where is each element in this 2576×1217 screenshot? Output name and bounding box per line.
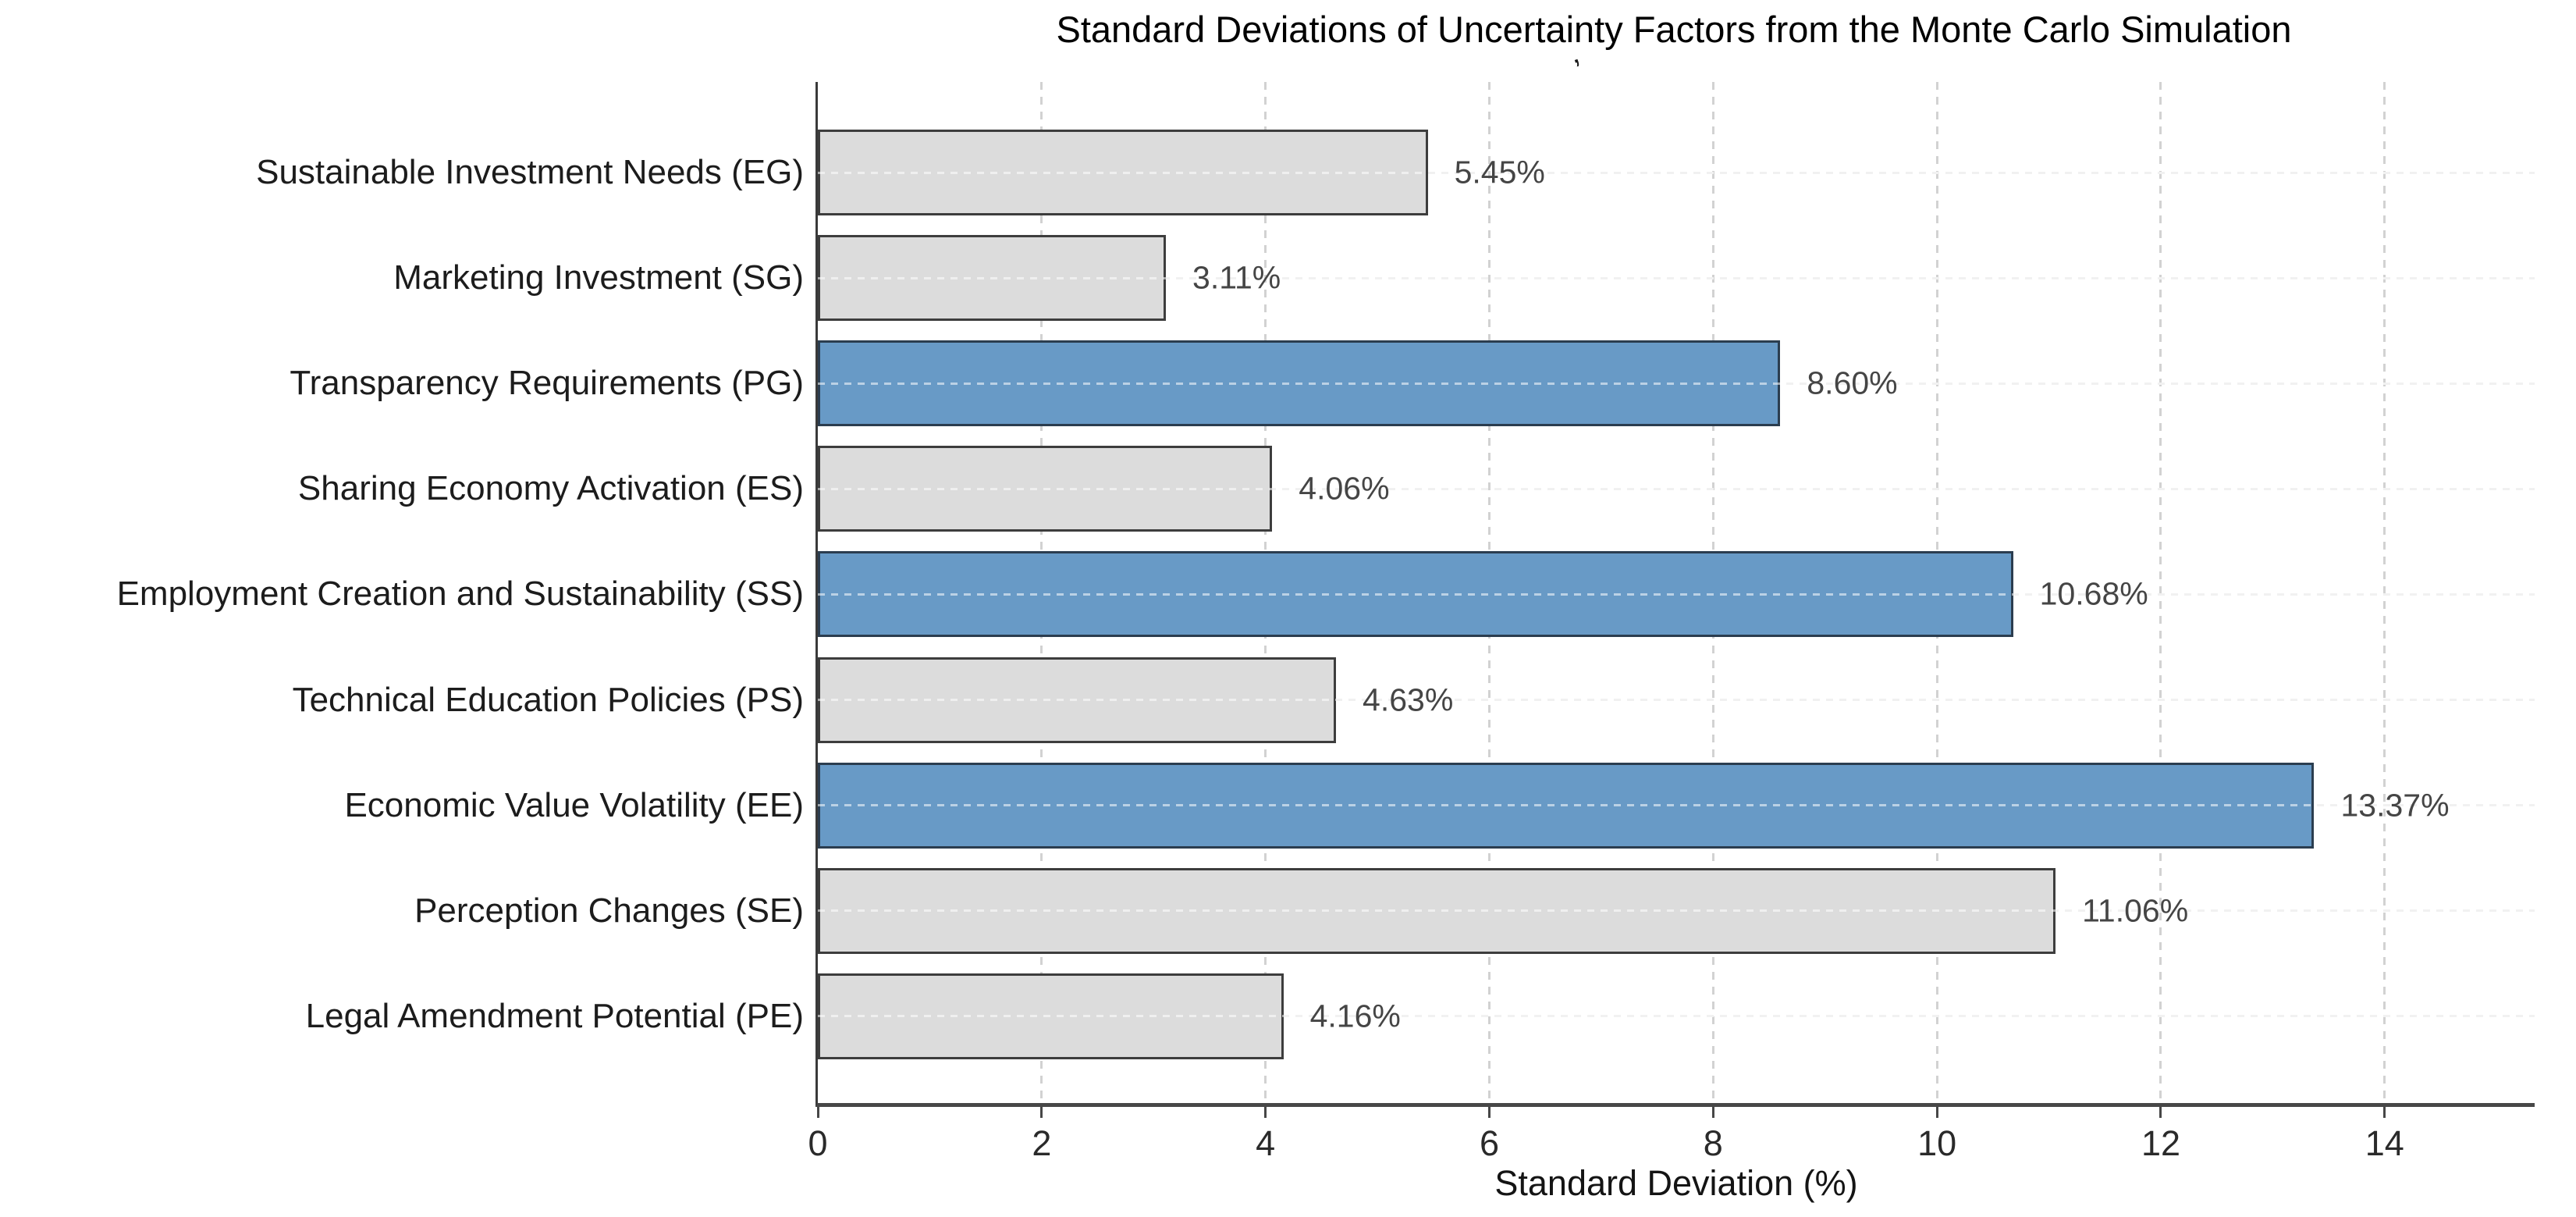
x-tick-mark bbox=[2383, 1103, 2386, 1118]
value-label: 3.11% bbox=[1192, 259, 1281, 296]
x-tick-label: 4 bbox=[1256, 1123, 1276, 1163]
h-gridline-overlay bbox=[818, 592, 2535, 596]
category-label: Perception Changes (SE) bbox=[414, 891, 804, 930]
x-tick-label: 2 bbox=[1032, 1123, 1052, 1163]
x-tick-mark bbox=[1935, 1103, 1938, 1118]
category-label: Sustainable Investment Needs (EG) bbox=[256, 153, 804, 191]
x-tick-label: 14 bbox=[2365, 1123, 2404, 1163]
category-label: Transparency Requirements (PG) bbox=[290, 364, 804, 403]
h-gridline-overlay bbox=[818, 276, 2535, 279]
category-label: Sharing Economy Activation (ES) bbox=[297, 469, 804, 508]
x-tick-label: 12 bbox=[2141, 1123, 2181, 1163]
x-tick-label: 10 bbox=[1917, 1123, 1957, 1163]
x-tick-label: 0 bbox=[808, 1123, 828, 1163]
category-label: Economic Value Volatility (EE) bbox=[344, 785, 804, 824]
category-label: Technical Education Policies (PS) bbox=[292, 680, 804, 719]
h-gridline-overlay bbox=[818, 804, 2535, 807]
category-label: Marketing Investment (SG) bbox=[393, 258, 804, 297]
plot-area: 0 2 4 6 8 10 12 14 Sustainable Investment Needs … bbox=[117, 82, 2535, 1163]
h-gridline-overlay bbox=[818, 487, 2535, 490]
value-label: 10.68% bbox=[2039, 575, 2148, 612]
v-gridline bbox=[2159, 82, 2162, 1103]
x-tick-mark bbox=[816, 1103, 819, 1118]
x-axis-label: Standard Deviation (%) bbox=[1494, 1163, 1858, 1203]
v-gridline bbox=[2383, 82, 2386, 1103]
chart-title: Standard Deviations of Uncertainty Facto… bbox=[1056, 9, 2292, 50]
category-label: Employment Creation and Sustainability (… bbox=[116, 575, 804, 614]
x-tick-mark bbox=[2159, 1103, 2162, 1118]
value-label: 11.06% bbox=[2082, 892, 2189, 929]
x-tick-label: 6 bbox=[1479, 1123, 1499, 1163]
category-label: Legal Amendment Potential (PE) bbox=[305, 996, 804, 1035]
h-gridline-overlay bbox=[818, 171, 2535, 174]
x-tick-mark bbox=[1264, 1103, 1267, 1118]
x-tick-mark bbox=[1487, 1103, 1491, 1118]
value-label: 4.16% bbox=[1309, 998, 1401, 1034]
x-tick-mark bbox=[1711, 1103, 1714, 1118]
value-label: 5.45% bbox=[1454, 154, 1545, 190]
x-tick-label: 8 bbox=[1703, 1123, 1723, 1163]
value-label: 4.63% bbox=[1363, 681, 1454, 717]
value-label: 13.37% bbox=[2340, 787, 2450, 824]
h-gridline-overlay bbox=[818, 699, 2535, 701]
value-label: 4.06% bbox=[1299, 470, 1390, 507]
value-label: 8.60% bbox=[1807, 365, 1898, 401]
h-gridline-overlay bbox=[818, 382, 2535, 385]
h-gridline-overlay bbox=[818, 909, 2535, 913]
x-tick-mark bbox=[1040, 1103, 1043, 1118]
h-gridline-overlay bbox=[818, 1015, 2535, 1018]
